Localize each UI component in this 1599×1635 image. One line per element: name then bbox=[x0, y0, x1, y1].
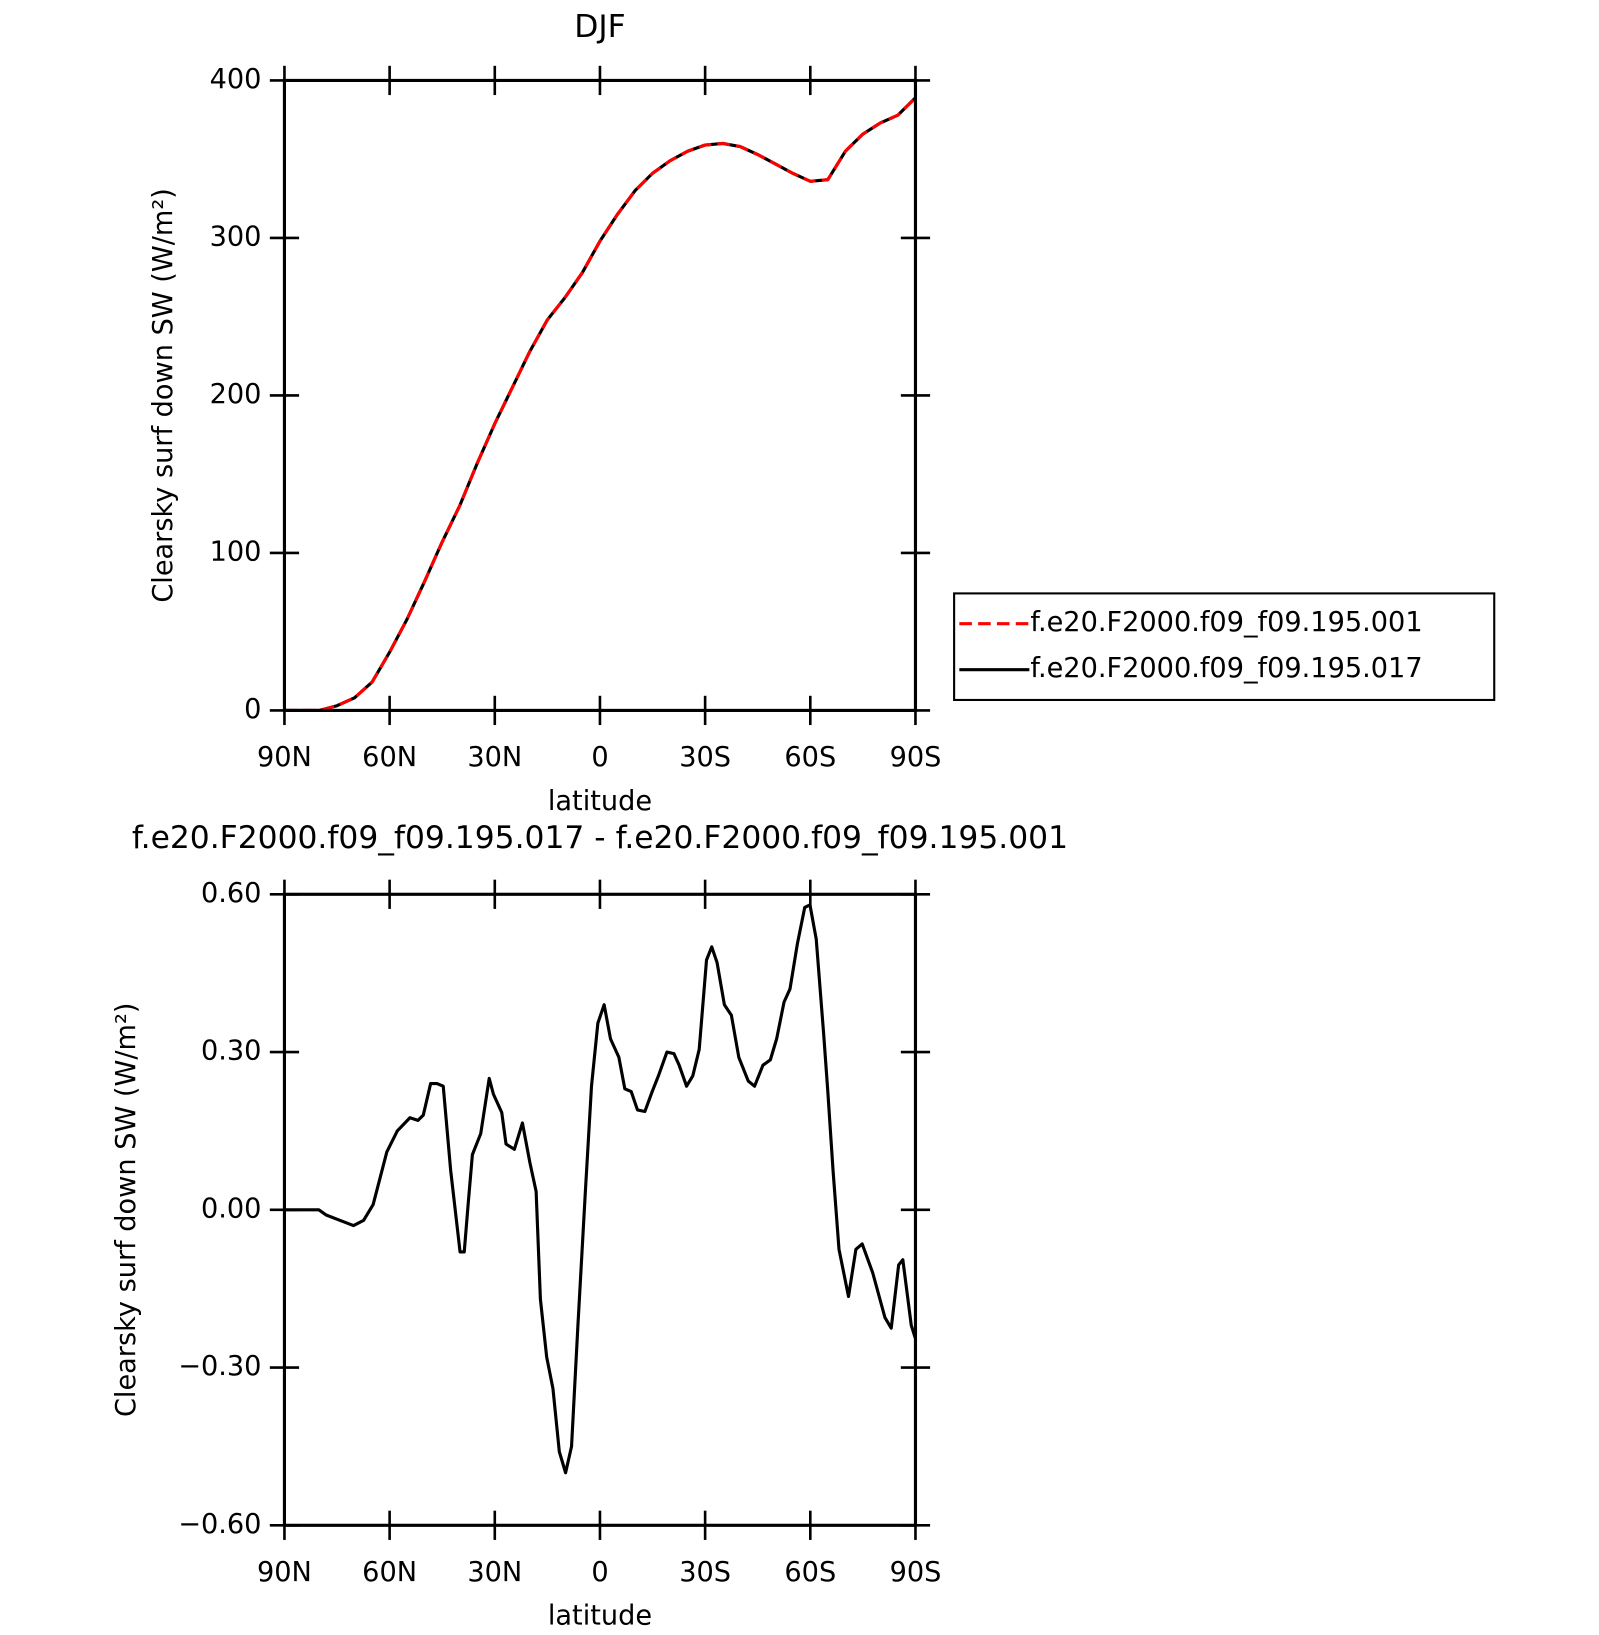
x-tick-label: 60N bbox=[362, 1557, 417, 1588]
x-tick-label: 60N bbox=[362, 742, 417, 773]
y-tick-label: 0.60 bbox=[201, 878, 261, 909]
y-tick-label: 300 bbox=[210, 221, 262, 252]
legend-box bbox=[953, 592, 1496, 702]
x-tick-label: 60S bbox=[784, 742, 836, 773]
x-axis-label: latitude bbox=[548, 1601, 652, 1632]
x-tick-label: 60S bbox=[784, 1557, 836, 1588]
chart-title: f.e20.F2000.f09_f09.195.017 - f.e20.F200… bbox=[132, 820, 1068, 856]
y-axis-label: Clearsky surf down SW (W/m²) bbox=[148, 188, 179, 603]
y-tick-label: 0.00 bbox=[201, 1193, 261, 1224]
y-tick-label: −0.30 bbox=[178, 1351, 261, 1382]
plot-frame bbox=[282, 78, 918, 712]
x-tick-label: 90N bbox=[257, 742, 312, 773]
x-tick-label: 0 bbox=[591, 742, 608, 773]
legend-label: f.e20.F2000.f09_f09.195.017 bbox=[1030, 653, 1422, 684]
y-tick-label: −0.60 bbox=[178, 1509, 261, 1540]
x-axis-label: latitude bbox=[548, 786, 652, 817]
x-tick-label: 90S bbox=[890, 742, 942, 773]
x-tick-label: 30S bbox=[679, 742, 731, 773]
data-line bbox=[284, 903, 917, 1475]
x-tick-label: 30S bbox=[679, 1557, 731, 1588]
plot-frame bbox=[282, 892, 918, 1527]
x-tick-label: 90N bbox=[257, 1557, 312, 1588]
data-line bbox=[284, 96, 917, 712]
y-tick-label: 200 bbox=[210, 379, 262, 410]
x-tick-label: 0 bbox=[591, 1557, 608, 1588]
y-tick-label: 0.30 bbox=[201, 1036, 261, 1067]
y-tick-label: 100 bbox=[210, 536, 262, 567]
y-tick-label: 0 bbox=[244, 694, 261, 725]
data-line bbox=[284, 96, 917, 712]
x-tick-label: 90S bbox=[890, 1557, 942, 1588]
y-axis-label: Clearsky surf down SW (W/m²) bbox=[111, 1003, 142, 1418]
chart-title: DJF bbox=[574, 9, 625, 45]
x-tick-label: 30N bbox=[467, 742, 522, 773]
x-tick-label: 30N bbox=[467, 1557, 522, 1588]
legend-label: f.e20.F2000.f09_f09.195.001 bbox=[1030, 607, 1422, 638]
y-tick-label: 400 bbox=[210, 64, 262, 95]
